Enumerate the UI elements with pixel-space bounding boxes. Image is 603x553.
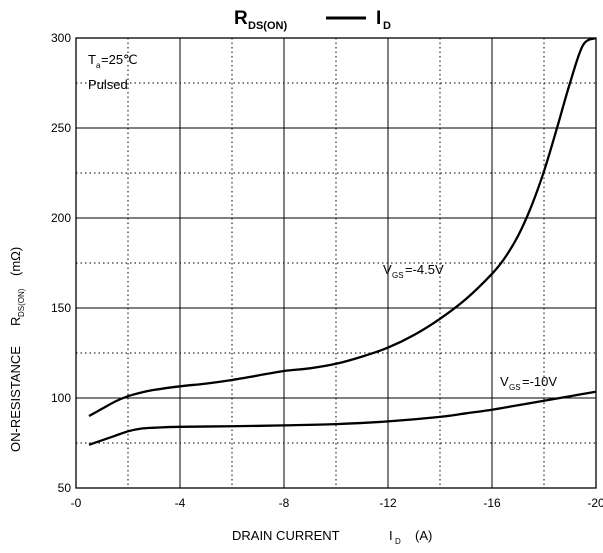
series-label-vgs-4-5-symbol: V: [383, 262, 392, 277]
title-rds-subscript: DS(ON): [248, 20, 287, 32]
chart-title: R DS(ON) I D: [234, 8, 391, 32]
x-axis-label: DRAIN CURRENT I D (A): [232, 528, 432, 546]
series-line-vgs-4-5: [88, 38, 596, 418]
condition-temp-value: =25℃: [101, 52, 138, 67]
y-axis-label-subscript: DS(ON): [17, 288, 26, 317]
condition-temp-subscript: a: [96, 61, 101, 70]
y-axis-label-text: ON-RESISTANCE: [8, 346, 23, 452]
y-tick-label: 250: [51, 121, 71, 135]
y-tick-label: 200: [51, 211, 71, 225]
condition-temp-symbol: T: [88, 52, 96, 67]
y-axis-label: ON-RESISTANCE R DS(ON) (mΩ): [8, 247, 26, 452]
y-axis-label-unit: (mΩ): [8, 247, 23, 276]
y-axis-label-symbol: R: [8, 317, 23, 326]
y-tick-label: 150: [51, 301, 71, 315]
series-label-vgs-10-symbol: V: [500, 374, 509, 389]
series-label-vgs-4-5-value: =-4.5V: [405, 262, 444, 277]
conditions-note: T a =25℃ Pulsed: [88, 52, 138, 92]
x-axis-label-symbol: I: [389, 528, 393, 543]
series-label-vgs-4-5-subscript: GS: [392, 271, 404, 280]
title-rds-label: R: [234, 8, 248, 29]
title-id-subscript: D: [383, 20, 391, 32]
series-label-vgs-4-5: V GS =-4.5V: [383, 262, 444, 280]
x-tick-label: -4: [175, 496, 186, 510]
y-tick-label: 100: [51, 391, 71, 405]
x-tick-label: -8: [279, 496, 290, 510]
series-label-vgs-10: V GS =-10V: [500, 374, 557, 392]
x-tick-label: -12: [379, 496, 397, 510]
title-id-label: I: [376, 8, 381, 29]
y-tick-label: 300: [51, 31, 71, 45]
x-axis-label-unit: (A): [415, 528, 432, 543]
grid: [75, 37, 597, 489]
series-group: [88, 38, 596, 446]
series-label-vgs-10-value: =-10V: [522, 374, 557, 389]
x-axis-label-subscript: D: [395, 537, 401, 546]
tick-labels: -0 -4 -8 -12 -16 -20 50 100 150 200 250 300: [51, 31, 603, 510]
condition-mode: Pulsed: [88, 77, 128, 92]
series-label-vgs-10-subscript: GS: [509, 383, 521, 392]
series-line-vgs-10: [88, 390, 596, 446]
plot-frame: [75, 37, 597, 489]
y-tick-label: 50: [58, 481, 72, 495]
x-tick-label: -16: [483, 496, 501, 510]
x-axis-label-text: DRAIN CURRENT: [232, 528, 340, 543]
x-tick-label: -0: [71, 496, 82, 510]
x-tick-label: -20: [587, 496, 603, 510]
